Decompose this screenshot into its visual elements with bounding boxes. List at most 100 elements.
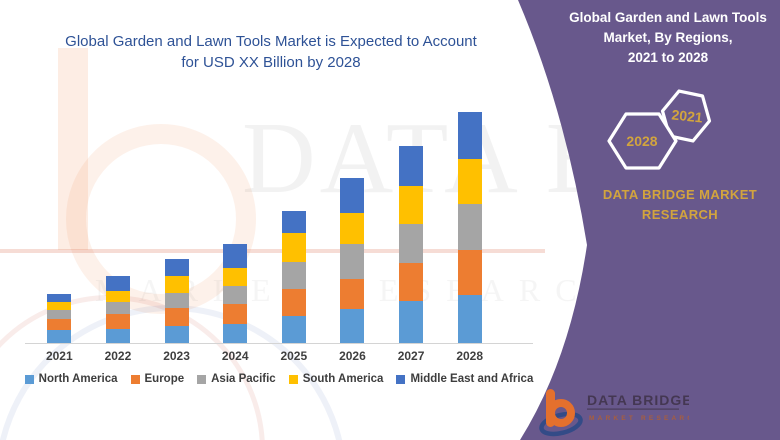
legend-item-europe: Europe [130, 373, 185, 385]
legend-swatch-europe [130, 374, 140, 384]
bar-column-2025 [265, 80, 324, 343]
dbmr-logo-text: DATA BRIDGE [587, 392, 689, 408]
bar-segment-europe-2023 [164, 308, 189, 326]
x-label-2027: 2027 [397, 349, 425, 363]
bar-segment-middle-east-and-africa-2024 [223, 244, 248, 268]
bar-segment-north-america-2023 [164, 326, 189, 343]
bar-segment-north-america-2025 [281, 316, 306, 343]
legend-item-north-america: North America [24, 373, 118, 385]
bar-stack-2024 [223, 244, 248, 343]
legend-item-south-america: South America [288, 373, 384, 385]
bar-segment-south-america-2023 [164, 276, 189, 293]
bar-segment-south-america-2021 [47, 302, 72, 310]
bar-segment-south-america-2024 [223, 268, 248, 286]
chart-title-line1: Global Garden and Lawn Tools Market is E… [65, 33, 477, 50]
chart-title: Global Garden and Lawn Tools Market is E… [25, 31, 517, 73]
bar-segment-middle-east-and-africa-2022 [105, 276, 130, 291]
bar-segment-south-america-2028 [457, 159, 482, 204]
bar-stack-2026 [340, 178, 365, 343]
bar-segment-middle-east-and-africa-2025 [281, 211, 306, 233]
dbmr-logo-subtext: MARKET RESEARCH [589, 415, 689, 422]
bar-stack-2021 [47, 294, 72, 343]
x-axis-line [25, 343, 533, 344]
bar-segment-south-america-2025 [281, 233, 306, 262]
bar-segment-north-america-2026 [340, 309, 365, 343]
bar-segment-europe-2022 [105, 314, 130, 329]
legend-swatch-south-america [288, 374, 298, 384]
bar-segment-north-america-2027 [399, 301, 424, 343]
legend-swatch-middle-east-and-africa [396, 374, 406, 384]
legend-item-asia-pacific: Asia Pacific [197, 373, 276, 385]
bar-segment-europe-2026 [340, 279, 365, 309]
bar-stack-2022 [105, 276, 130, 343]
x-label-2022: 2022 [104, 349, 132, 363]
bar-chart [30, 80, 499, 343]
x-label-2023: 2023 [163, 349, 190, 363]
x-axis-labels: 2021 2022 2023 2024 2025 2026 2027 2028 [30, 349, 499, 363]
bar-segment-asia-pacific-2026 [340, 244, 365, 279]
x-label-2024: 2024 [221, 349, 249, 363]
bar-column-2028 [440, 80, 499, 343]
brand-text: DATA BRIDGE MARKET RESEARCH [580, 185, 780, 225]
right-panel-title: Global Garden and Lawn Tools Market, By … [556, 8, 780, 68]
right-title-line2: Market, By Regions, [603, 30, 733, 45]
bar-segment-middle-east-and-africa-2023 [164, 259, 189, 276]
bar-segment-middle-east-and-africa-2021 [47, 294, 72, 302]
bar-stack-2025 [281, 211, 306, 343]
legend-swatch-asia-pacific [197, 374, 207, 384]
bar-column-2026 [323, 80, 382, 343]
brand-line2: RESEARCH [641, 207, 719, 222]
bar-segment-asia-pacific-2022 [105, 302, 130, 314]
x-label-2026: 2026 [339, 349, 366, 363]
bar-column-2024 [206, 80, 265, 343]
bar-segment-south-america-2027 [399, 186, 424, 224]
chart-title-line2: for USD XX Billion by 2028 [181, 54, 361, 71]
bar-stack-2023 [164, 259, 189, 343]
bar-segment-south-america-2022 [105, 291, 130, 302]
dbmr-logo: DATA BRIDGE MARKET RESEARCH [539, 389, 689, 437]
right-title-line3: 2021 to 2028 [627, 50, 709, 65]
bar-segment-middle-east-and-africa-2028 [457, 112, 482, 159]
bar-stack-2027 [399, 146, 424, 343]
hexagon-2021-label: 2021 [671, 106, 704, 125]
bar-column-2027 [382, 80, 441, 343]
bar-segment-asia-pacific-2027 [399, 224, 424, 263]
legend-item-middle-east-and-africa: Middle East and Africa [396, 373, 533, 385]
bar-segment-south-america-2026 [340, 213, 365, 244]
bar-segment-north-america-2022 [105, 329, 130, 343]
bar-column-2023 [147, 80, 206, 343]
bar-segment-asia-pacific-2024 [223, 286, 248, 304]
x-label-2028: 2028 [456, 349, 484, 363]
bar-segment-europe-2028 [457, 250, 482, 295]
bar-segment-europe-2025 [281, 289, 306, 316]
legend-label-europe: Europe [144, 373, 185, 385]
dbmr-logo-b-icon [539, 389, 583, 437]
dbmr-logo-underline [587, 408, 679, 410]
bar-segment-asia-pacific-2023 [164, 293, 189, 308]
legend-label-middle-east-and-africa: Middle East and Africa [410, 373, 534, 385]
bar-segment-europe-2027 [399, 263, 424, 301]
legend-label-asia-pacific: Asia Pacific [211, 373, 276, 385]
legend: North America Europe Asia Pacific South Ame… [24, 373, 533, 385]
legend-label-south-america: South America [302, 373, 384, 385]
bar-segment-middle-east-and-africa-2027 [399, 146, 424, 186]
hexagon-badges: 2028 2021 [607, 89, 712, 170]
brand-line1: DATA BRIDGE MARKET [602, 187, 758, 202]
bar-segment-asia-pacific-2021 [47, 310, 72, 319]
bar-stack-2028 [457, 112, 482, 343]
hexagon-2028-label: 2028 [626, 133, 657, 149]
bar-segment-north-america-2024 [223, 324, 248, 343]
bar-segment-asia-pacific-2028 [457, 204, 482, 250]
bar-segment-europe-2021 [47, 319, 72, 330]
right-title-line1: Global Garden and Lawn Tools [569, 10, 767, 25]
x-label-2025: 2025 [280, 349, 308, 363]
legend-label-north-america: North America [38, 373, 118, 385]
legend-swatch-north-america [24, 374, 34, 384]
bar-column-2022 [89, 80, 148, 343]
bar-segment-europe-2024 [223, 304, 248, 324]
bar-segment-north-america-2021 [47, 330, 72, 343]
bar-segment-north-america-2028 [457, 295, 482, 343]
